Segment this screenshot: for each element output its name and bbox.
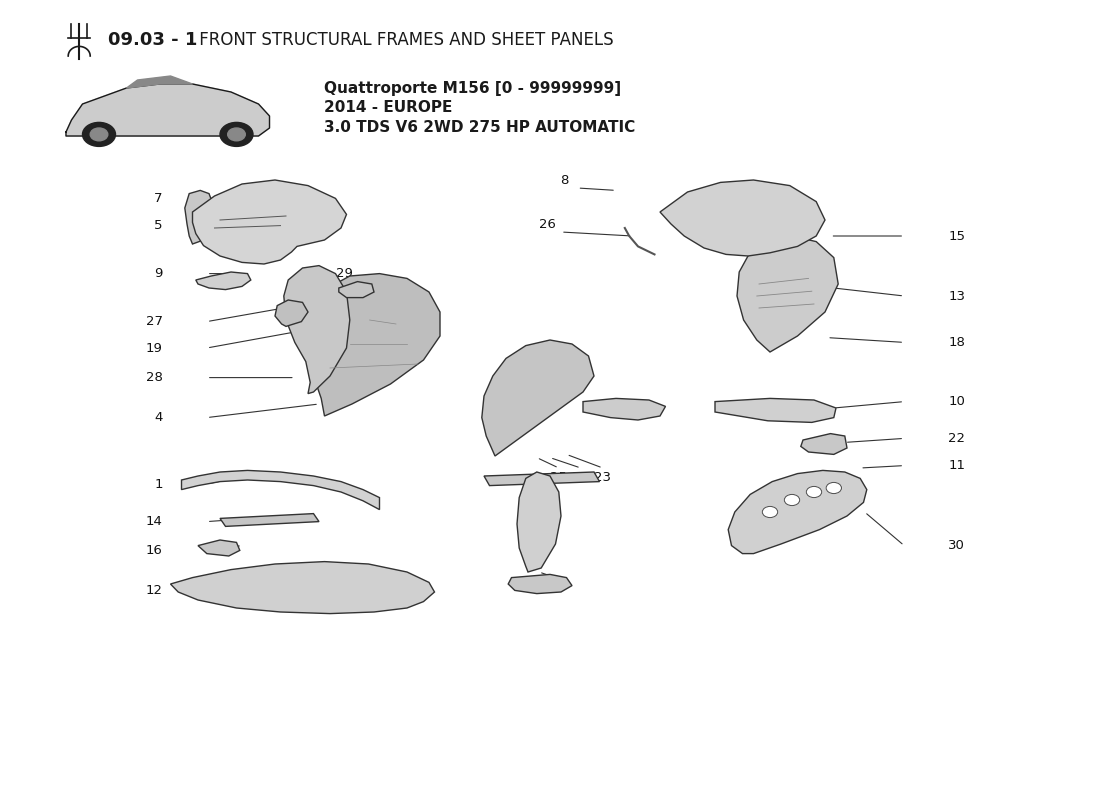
Text: 09.03 - 1: 09.03 - 1 xyxy=(108,31,197,49)
Text: 3.0 TDS V6 2WD 275 HP AUTOMATIC: 3.0 TDS V6 2WD 275 HP AUTOMATIC xyxy=(324,121,636,135)
Polygon shape xyxy=(192,180,346,264)
Text: 8: 8 xyxy=(560,174,569,186)
Polygon shape xyxy=(482,340,594,456)
Text: 10: 10 xyxy=(948,395,965,408)
Polygon shape xyxy=(583,398,666,420)
Text: 25: 25 xyxy=(550,471,568,484)
Text: 4: 4 xyxy=(154,411,163,424)
Text: 5: 5 xyxy=(154,219,163,232)
Polygon shape xyxy=(275,300,308,326)
Text: FRONT STRUCTURAL FRAMES AND SHEET PANELS: FRONT STRUCTURAL FRAMES AND SHEET PANELS xyxy=(194,31,613,49)
Circle shape xyxy=(82,122,116,146)
Text: 23: 23 xyxy=(594,471,612,484)
Circle shape xyxy=(784,494,800,506)
Polygon shape xyxy=(196,272,251,290)
Text: 19: 19 xyxy=(146,342,163,354)
Text: 28: 28 xyxy=(146,371,163,384)
Text: 27: 27 xyxy=(146,315,163,328)
Text: 16: 16 xyxy=(146,544,163,557)
Polygon shape xyxy=(66,84,270,136)
Circle shape xyxy=(806,486,822,498)
Polygon shape xyxy=(801,434,847,454)
Text: 15: 15 xyxy=(948,230,965,242)
Circle shape xyxy=(220,122,253,146)
Text: 21: 21 xyxy=(541,347,559,360)
Polygon shape xyxy=(170,562,434,614)
Text: 20: 20 xyxy=(547,581,564,594)
Text: Quattroporte M156 [0 - 99999999]: Quattroporte M156 [0 - 99999999] xyxy=(324,81,622,95)
Text: 12: 12 xyxy=(146,584,163,597)
Circle shape xyxy=(826,482,842,494)
Text: 9: 9 xyxy=(154,267,163,280)
Circle shape xyxy=(90,128,108,141)
Text: 26: 26 xyxy=(539,218,557,230)
Circle shape xyxy=(228,128,245,141)
Polygon shape xyxy=(126,76,192,88)
Text: 17: 17 xyxy=(563,347,581,360)
Polygon shape xyxy=(185,190,214,244)
Polygon shape xyxy=(517,472,561,572)
Text: 7: 7 xyxy=(154,192,163,205)
Text: 18: 18 xyxy=(948,336,965,349)
Polygon shape xyxy=(508,574,572,594)
Text: 2014 - EUROPE: 2014 - EUROPE xyxy=(324,101,453,115)
Polygon shape xyxy=(737,236,838,352)
Polygon shape xyxy=(484,472,600,486)
Polygon shape xyxy=(339,282,374,298)
Text: 24: 24 xyxy=(572,471,590,484)
Polygon shape xyxy=(198,540,240,556)
Text: 13: 13 xyxy=(948,290,965,302)
Text: 14: 14 xyxy=(146,515,163,528)
Circle shape xyxy=(762,506,778,518)
Polygon shape xyxy=(182,470,380,510)
Text: 11: 11 xyxy=(948,459,965,472)
Text: 22: 22 xyxy=(948,432,965,445)
Polygon shape xyxy=(299,274,440,416)
Text: 29: 29 xyxy=(336,267,353,280)
Text: 30: 30 xyxy=(948,539,965,552)
Polygon shape xyxy=(284,266,350,394)
Polygon shape xyxy=(660,180,825,256)
Text: 1: 1 xyxy=(154,478,163,490)
Polygon shape xyxy=(220,514,319,526)
Polygon shape xyxy=(715,398,836,422)
Polygon shape xyxy=(728,470,867,554)
